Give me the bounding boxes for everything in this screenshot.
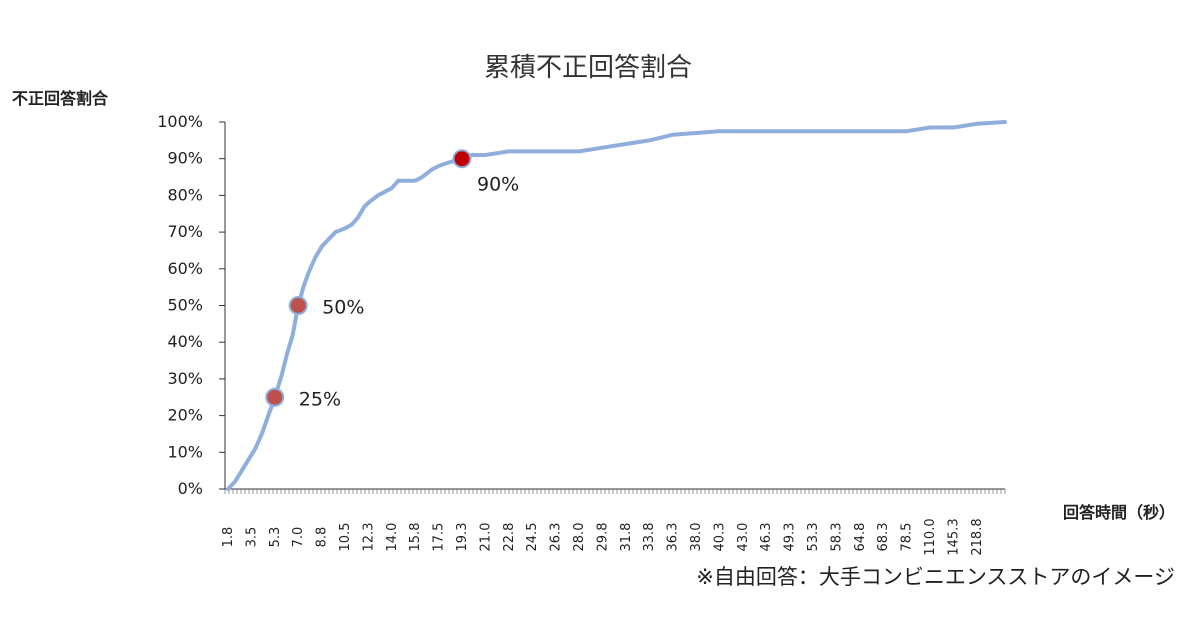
- x-tick-label: 78.5: [900, 523, 915, 552]
- x-tick-label: 64.8: [853, 523, 868, 552]
- chart-note: ※自由回答：大手コンビニエンスストアのイメージ: [696, 565, 1175, 589]
- x-tick-label: 58.3: [829, 523, 844, 552]
- series-layer: [226, 120, 1007, 491]
- x-tick-label: 26.3: [549, 523, 564, 552]
- y-tick-label: 60%: [167, 259, 203, 278]
- cumulative-line-series: [226, 120, 1007, 491]
- x-tick-label: 19.3: [455, 523, 470, 552]
- x-tick-label: 49.3: [783, 523, 798, 552]
- x-tick-label: 46.3: [759, 523, 774, 552]
- highlight-label-3: 90%: [477, 174, 519, 196]
- x-tick-label: 22.8: [502, 523, 517, 552]
- x-tick-label: 24.5: [525, 523, 540, 552]
- x-tick-label: 17.5: [432, 523, 447, 552]
- x-tick-label: 110.0: [923, 518, 938, 555]
- highlight-label-1: 25%: [299, 388, 341, 410]
- chart-title: 累積不正回答割合: [484, 53, 692, 83]
- x-tick-label: 145.3: [946, 518, 961, 555]
- x-tick-label: 33.8: [642, 523, 657, 552]
- x-tick-label: 31.8: [619, 523, 634, 552]
- highlight-points-layer: 25% 50% 90%: [265, 149, 519, 410]
- highlight-point-3: [452, 149, 472, 169]
- x-tick-label: 8.8: [315, 527, 330, 548]
- x-tick-label: 43.0: [736, 523, 751, 552]
- x-tick-label: 10.5: [338, 523, 353, 552]
- x-tick-label: 1.8: [221, 527, 236, 548]
- x-tick-label: 29.8: [595, 523, 610, 552]
- x-tick-label: 38.0: [689, 523, 704, 552]
- y-tick-label: 30%: [167, 369, 203, 388]
- x-axis-title: 回答時間（秒）: [1063, 503, 1175, 522]
- x-tick-label: 21.0: [478, 523, 493, 552]
- x-tick-label: 15.8: [408, 523, 423, 552]
- x-tick-label: 5.3: [268, 527, 283, 548]
- x-tick-label: 218.8: [970, 518, 985, 555]
- highlight-point-2: [288, 296, 308, 315]
- y-tick-label: 90%: [167, 149, 203, 168]
- highlight-label-2: 50%: [322, 297, 364, 319]
- x-tick-label: 68.3: [876, 523, 891, 552]
- y-tick-label: 70%: [167, 222, 203, 241]
- y-tick-label: 40%: [167, 332, 203, 351]
- highlight-point-1: [265, 387, 285, 407]
- x-tick-label: 14.0: [385, 523, 400, 552]
- y-tick-label: 100%: [157, 112, 203, 131]
- y-tick-label: 0%: [178, 479, 203, 498]
- x-tick-label: 12.3: [361, 523, 376, 552]
- x-tick-label: 3.5: [244, 527, 259, 548]
- x-tick-label: 36.3: [666, 523, 681, 552]
- axes-group: 0% 10% 20% 30% 40% 50% 60% 70% 80% 90% 100% 1.8 3.5 5…: [157, 112, 1006, 556]
- x-tick-label: 7.0: [291, 527, 306, 548]
- y-axis-title: 不正回答割合: [12, 89, 109, 108]
- x-tick-label: 28.0: [572, 523, 587, 552]
- y-tick-label: 80%: [167, 185, 203, 204]
- x-tick-label: 53.3: [806, 523, 821, 552]
- y-tick-label: 50%: [167, 296, 203, 315]
- y-tick-label: 10%: [167, 442, 203, 461]
- x-tick-label: 40.3: [712, 523, 727, 552]
- y-tick-label: 20%: [167, 406, 203, 425]
